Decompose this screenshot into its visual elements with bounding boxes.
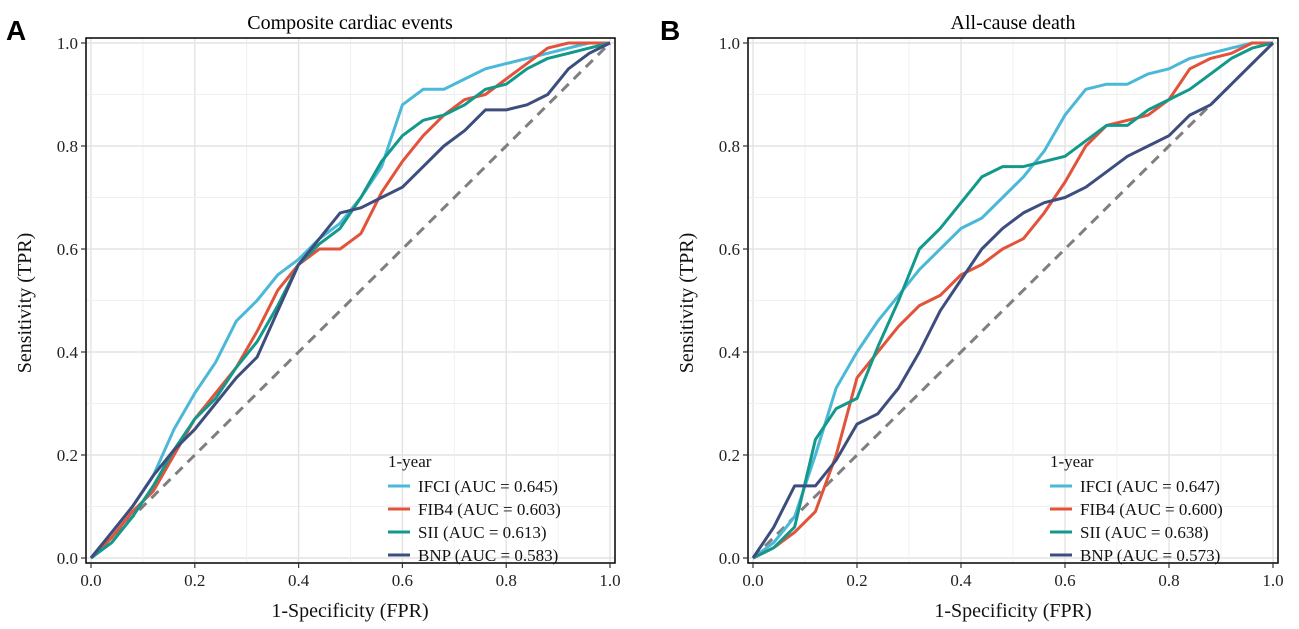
y-tick-label: 1.0	[719, 34, 740, 53]
x-tick-label: 0.2	[184, 571, 205, 590]
reference-diagonal	[751, 41, 1275, 560]
x-tick-label: 0.2	[846, 571, 867, 590]
plot-border	[85, 37, 616, 564]
y-tick-label: 1.0	[57, 34, 78, 53]
chart-title: All-cause death	[951, 12, 1076, 34]
legend-entry: FIB4 (AUC = 0.600)	[1080, 500, 1223, 519]
roc-curve-bnp	[751, 41, 1275, 559]
x-axis-label: 1-Specificity (FPR)	[271, 600, 428, 622]
x-tick-label: 0.0	[80, 571, 101, 590]
roc-curve-ifci	[752, 41, 1273, 560]
x-tick-label: 1.0	[1262, 571, 1283, 590]
legend-entry: SII (AUC = 0.638)	[1080, 523, 1209, 542]
legend-entry: BNP (AUC = 0.583)	[418, 546, 558, 565]
legend-title: 1-year	[1050, 452, 1094, 471]
panel-letter: A	[6, 15, 26, 46]
legend-entry: SII (AUC = 0.613)	[418, 523, 547, 542]
y-tick-label: 0.0	[57, 549, 78, 568]
y-tick-label: 0.4	[57, 343, 79, 362]
roc-curve-fib4	[89, 41, 610, 560]
plot-area: 0.0 0.2 0.4 0.6 0.8 1.0 0.0 0.2 0.4 0.6 0.8 1.0	[57, 34, 621, 590]
legend-entry: BNP (AUC = 0.573)	[1080, 546, 1220, 565]
chart-title: Composite cardiac events	[247, 12, 453, 34]
panel-letter: B	[660, 15, 680, 46]
x-axis-label: 1-Specificity (FPR)	[934, 600, 1091, 622]
x-tick-label: 0.6	[1054, 571, 1075, 590]
y-tick-label: 0.8	[719, 137, 740, 156]
x-tick-label: 1.0	[599, 571, 620, 590]
x-tick-label: 0.4	[288, 571, 310, 590]
roc-curve-fib4	[752, 41, 1273, 560]
roc-curve-bnp	[89, 41, 611, 559]
y-tick-label: 0.2	[719, 446, 740, 465]
legend-title: 1-year	[388, 452, 432, 471]
x-tick-label: 0.0	[742, 571, 763, 590]
panel-a: A Composite cardiac events 0.0 0.2 0.4 0.6 0…	[6, 12, 621, 622]
y-axis-label: Sensitivity (TPR)	[676, 233, 698, 374]
y-tick-label: 0.6	[57, 240, 78, 259]
y-tick-label: 0.8	[57, 137, 78, 156]
plot-border	[747, 37, 1279, 564]
y-axis-label: Sensitivity (TPR)	[14, 233, 36, 374]
x-tick-label: 0.4	[950, 571, 972, 590]
legend-entry: IFCI (AUC = 0.647)	[1080, 477, 1220, 496]
y-tick-label: 0.4	[719, 343, 741, 362]
legend-entry: FIB4 (AUC = 0.603)	[418, 500, 561, 519]
y-tick-label: 0.6	[719, 240, 740, 259]
x-tick-label: 0.6	[392, 571, 413, 590]
y-tick-label: 0.2	[57, 446, 78, 465]
x-tick-label: 0.8	[1158, 571, 1179, 590]
roc-curve-sii	[752, 41, 1274, 560]
legend-entry: IFCI (AUC = 0.645)	[418, 477, 558, 496]
legend: 1-year IFCI (AUC = 0.647) FIB4 (AUC = 0.60…	[1050, 452, 1223, 565]
panel-b: B All-cause death 0.0 0.2 0.4 0.6 0.8 1.00.00…	[660, 12, 1284, 622]
reference-diagonal	[89, 41, 612, 560]
x-tick-label: 0.8	[496, 571, 517, 590]
y-tick-label: 0.0	[719, 549, 740, 568]
legend: 1-year IFCI (AUC = 0.645) FIB4 (AUC = 0.60…	[388, 452, 561, 565]
plot-area: 0.0 0.2 0.4 0.6 0.8 1.0 0.0 0.2 0.4 0.6 0.8 1.0	[719, 34, 1284, 590]
